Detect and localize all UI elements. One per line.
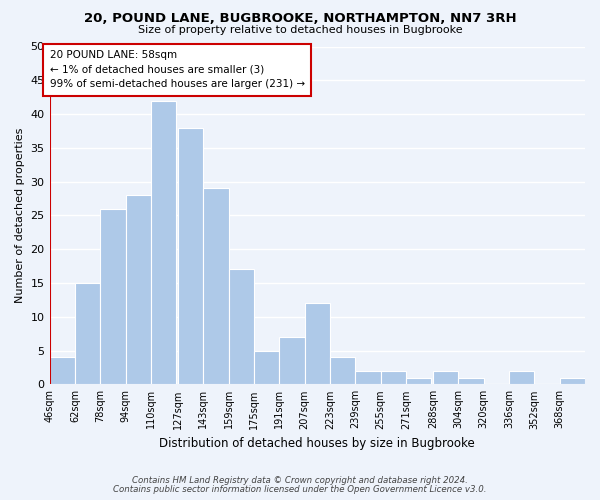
Bar bbox=[100, 208, 125, 384]
Bar bbox=[406, 378, 431, 384]
Bar bbox=[50, 358, 75, 384]
Text: Contains HM Land Registry data © Crown copyright and database right 2024.: Contains HM Land Registry data © Crown c… bbox=[132, 476, 468, 485]
Bar bbox=[178, 128, 203, 384]
Bar bbox=[203, 188, 229, 384]
Bar bbox=[433, 371, 458, 384]
Text: 20 POUND LANE: 58sqm
← 1% of detached houses are smaller (3)
99% of semi-detache: 20 POUND LANE: 58sqm ← 1% of detached ho… bbox=[50, 50, 305, 90]
Bar bbox=[75, 283, 100, 384]
Bar bbox=[254, 350, 279, 384]
Bar bbox=[330, 358, 355, 384]
Bar bbox=[229, 270, 254, 384]
Bar bbox=[355, 371, 380, 384]
Bar bbox=[125, 195, 151, 384]
Bar bbox=[380, 371, 406, 384]
Text: 20, POUND LANE, BUGBROOKE, NORTHAMPTON, NN7 3RH: 20, POUND LANE, BUGBROOKE, NORTHAMPTON, … bbox=[83, 12, 517, 26]
Bar bbox=[151, 100, 176, 385]
Text: Contains public sector information licensed under the Open Government Licence v3: Contains public sector information licen… bbox=[113, 484, 487, 494]
X-axis label: Distribution of detached houses by size in Bugbrooke: Distribution of detached houses by size … bbox=[160, 437, 475, 450]
Bar bbox=[305, 303, 330, 384]
Text: Size of property relative to detached houses in Bugbrooke: Size of property relative to detached ho… bbox=[137, 25, 463, 35]
Bar bbox=[509, 371, 535, 384]
Bar bbox=[458, 378, 484, 384]
Bar bbox=[279, 337, 305, 384]
Bar bbox=[560, 378, 585, 384]
Y-axis label: Number of detached properties: Number of detached properties bbox=[15, 128, 25, 303]
